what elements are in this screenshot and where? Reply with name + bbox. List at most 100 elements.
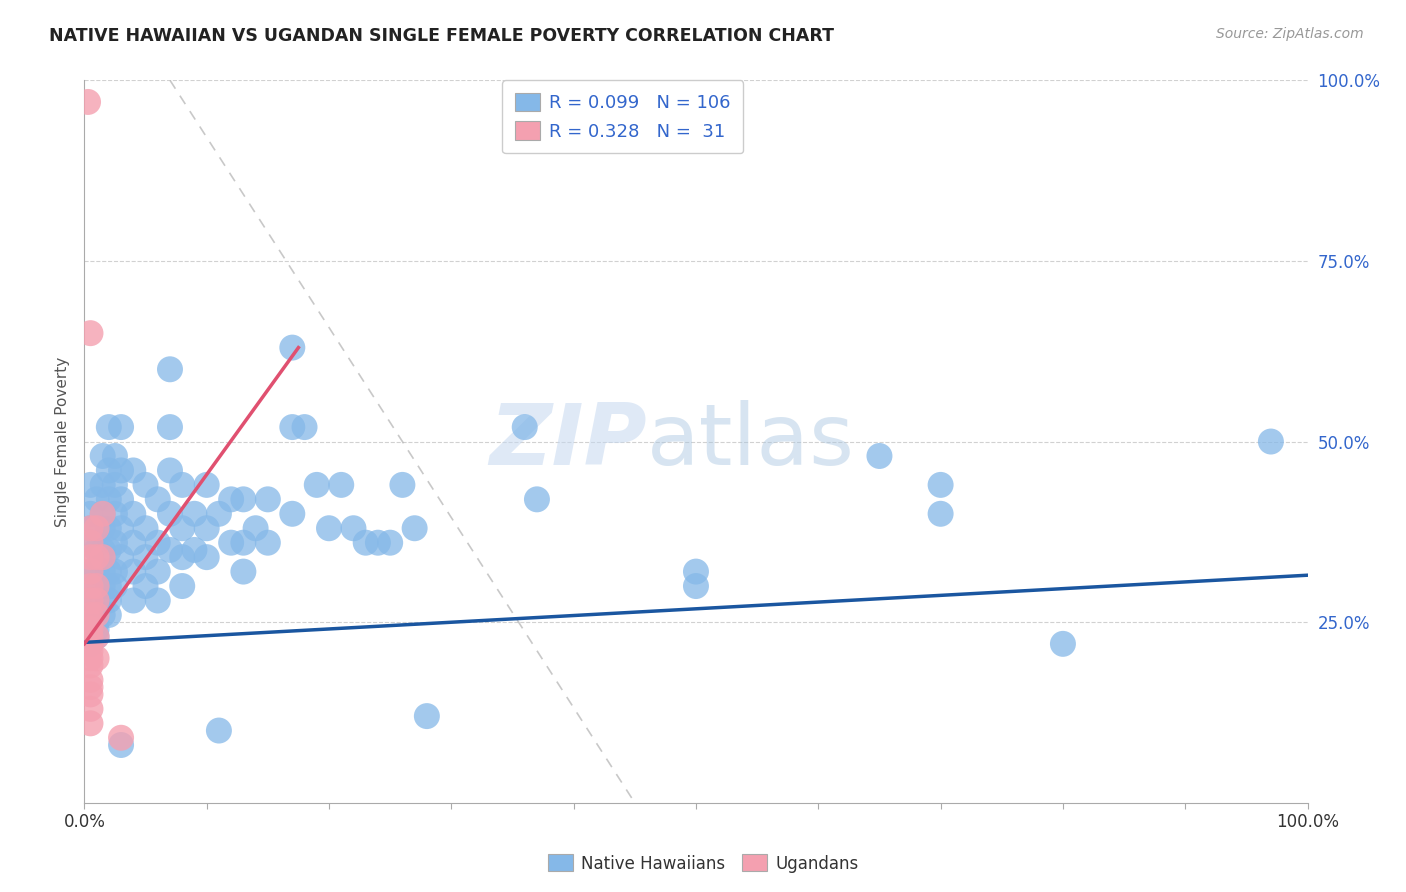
Point: [79, 630, 101, 644]
Point: [86, 565, 108, 579]
Point: [146, 535, 169, 549]
Point: [91, 565, 114, 579]
Text: NATIVE HAWAIIAN VS UGANDAN SINGLE FEMALE POVERTY CORRELATION CHART: NATIVE HAWAIIAN VS UGANDAN SINGLE FEMALE…: [49, 27, 834, 45]
Point: [79, 637, 101, 651]
Point: [79, 623, 101, 637]
Point: [183, 542, 205, 557]
Text: atlas: atlas: [647, 400, 855, 483]
Point: [79, 630, 101, 644]
Point: [77, 95, 100, 109]
Point: [79, 673, 101, 687]
Point: [232, 535, 254, 549]
Point: [110, 420, 132, 434]
Point: [79, 565, 101, 579]
Point: [104, 565, 127, 579]
Point: [183, 507, 205, 521]
Point: [195, 478, 218, 492]
Point: [104, 449, 127, 463]
Point: [110, 463, 132, 477]
Point: [172, 550, 194, 565]
Point: [79, 535, 101, 549]
Point: [79, 615, 101, 630]
Point: [110, 492, 132, 507]
Point: [86, 579, 108, 593]
Point: [122, 535, 145, 549]
Point: [330, 478, 353, 492]
Point: [79, 579, 101, 593]
Point: [97, 521, 120, 535]
Point: [79, 550, 101, 565]
Point: [104, 579, 127, 593]
Point: [104, 478, 127, 492]
Point: [208, 507, 231, 521]
Point: [104, 535, 127, 549]
Point: [91, 579, 114, 593]
Point: [86, 492, 108, 507]
Point: [86, 615, 108, 630]
Point: [245, 521, 267, 535]
Point: [79, 521, 101, 535]
Point: [391, 478, 413, 492]
Point: [79, 644, 101, 658]
Point: [208, 723, 231, 738]
Point: [79, 680, 101, 694]
Point: [86, 542, 108, 557]
Point: [219, 492, 242, 507]
Text: ZIP: ZIP: [489, 400, 647, 483]
Point: [159, 507, 181, 521]
Point: [122, 463, 145, 477]
Point: [159, 542, 181, 557]
Legend: Native Hawaiians, Ugandans: Native Hawaiians, Ugandans: [541, 847, 865, 880]
Point: [281, 507, 304, 521]
Point: [146, 565, 169, 579]
Point: [416, 709, 439, 723]
Point: [97, 492, 120, 507]
Point: [79, 702, 101, 716]
Point: [232, 565, 254, 579]
Point: [91, 593, 114, 607]
Point: [86, 579, 108, 593]
Point: [79, 607, 101, 622]
Point: [135, 478, 157, 492]
Point: [79, 521, 101, 535]
Point: [79, 607, 101, 622]
Point: [79, 565, 101, 579]
Point: [86, 521, 108, 535]
Point: [318, 521, 340, 535]
Point: [929, 478, 952, 492]
Point: [97, 463, 120, 477]
Point: [404, 521, 426, 535]
Point: [146, 593, 169, 607]
Text: Source: ZipAtlas.com: Source: ZipAtlas.com: [1216, 27, 1364, 41]
Point: [79, 651, 101, 665]
Point: [79, 637, 101, 651]
Point: [929, 507, 952, 521]
Point: [79, 687, 101, 701]
Point: [104, 507, 127, 521]
Point: [159, 463, 181, 477]
Point: [159, 362, 181, 376]
Point: [86, 651, 108, 665]
Point: [195, 521, 218, 535]
Point: [91, 542, 114, 557]
Y-axis label: Single Female Poverty: Single Female Poverty: [55, 357, 70, 526]
Point: [86, 630, 108, 644]
Point: [172, 521, 194, 535]
Point: [110, 738, 132, 752]
Point: [91, 607, 114, 622]
Point: [91, 478, 114, 492]
Point: [135, 550, 157, 565]
Point: [97, 420, 120, 434]
Point: [91, 507, 114, 521]
Point: [91, 449, 114, 463]
Point: [97, 579, 120, 593]
Point: [97, 607, 120, 622]
Point: [342, 521, 364, 535]
Point: [685, 565, 707, 579]
Point: [159, 420, 181, 434]
Legend: R = 0.099   N = 106, R = 0.328   N =  31: R = 0.099 N = 106, R = 0.328 N = 31: [502, 80, 744, 153]
Point: [219, 535, 242, 549]
Point: [232, 492, 254, 507]
Point: [305, 478, 328, 492]
Point: [86, 550, 108, 565]
